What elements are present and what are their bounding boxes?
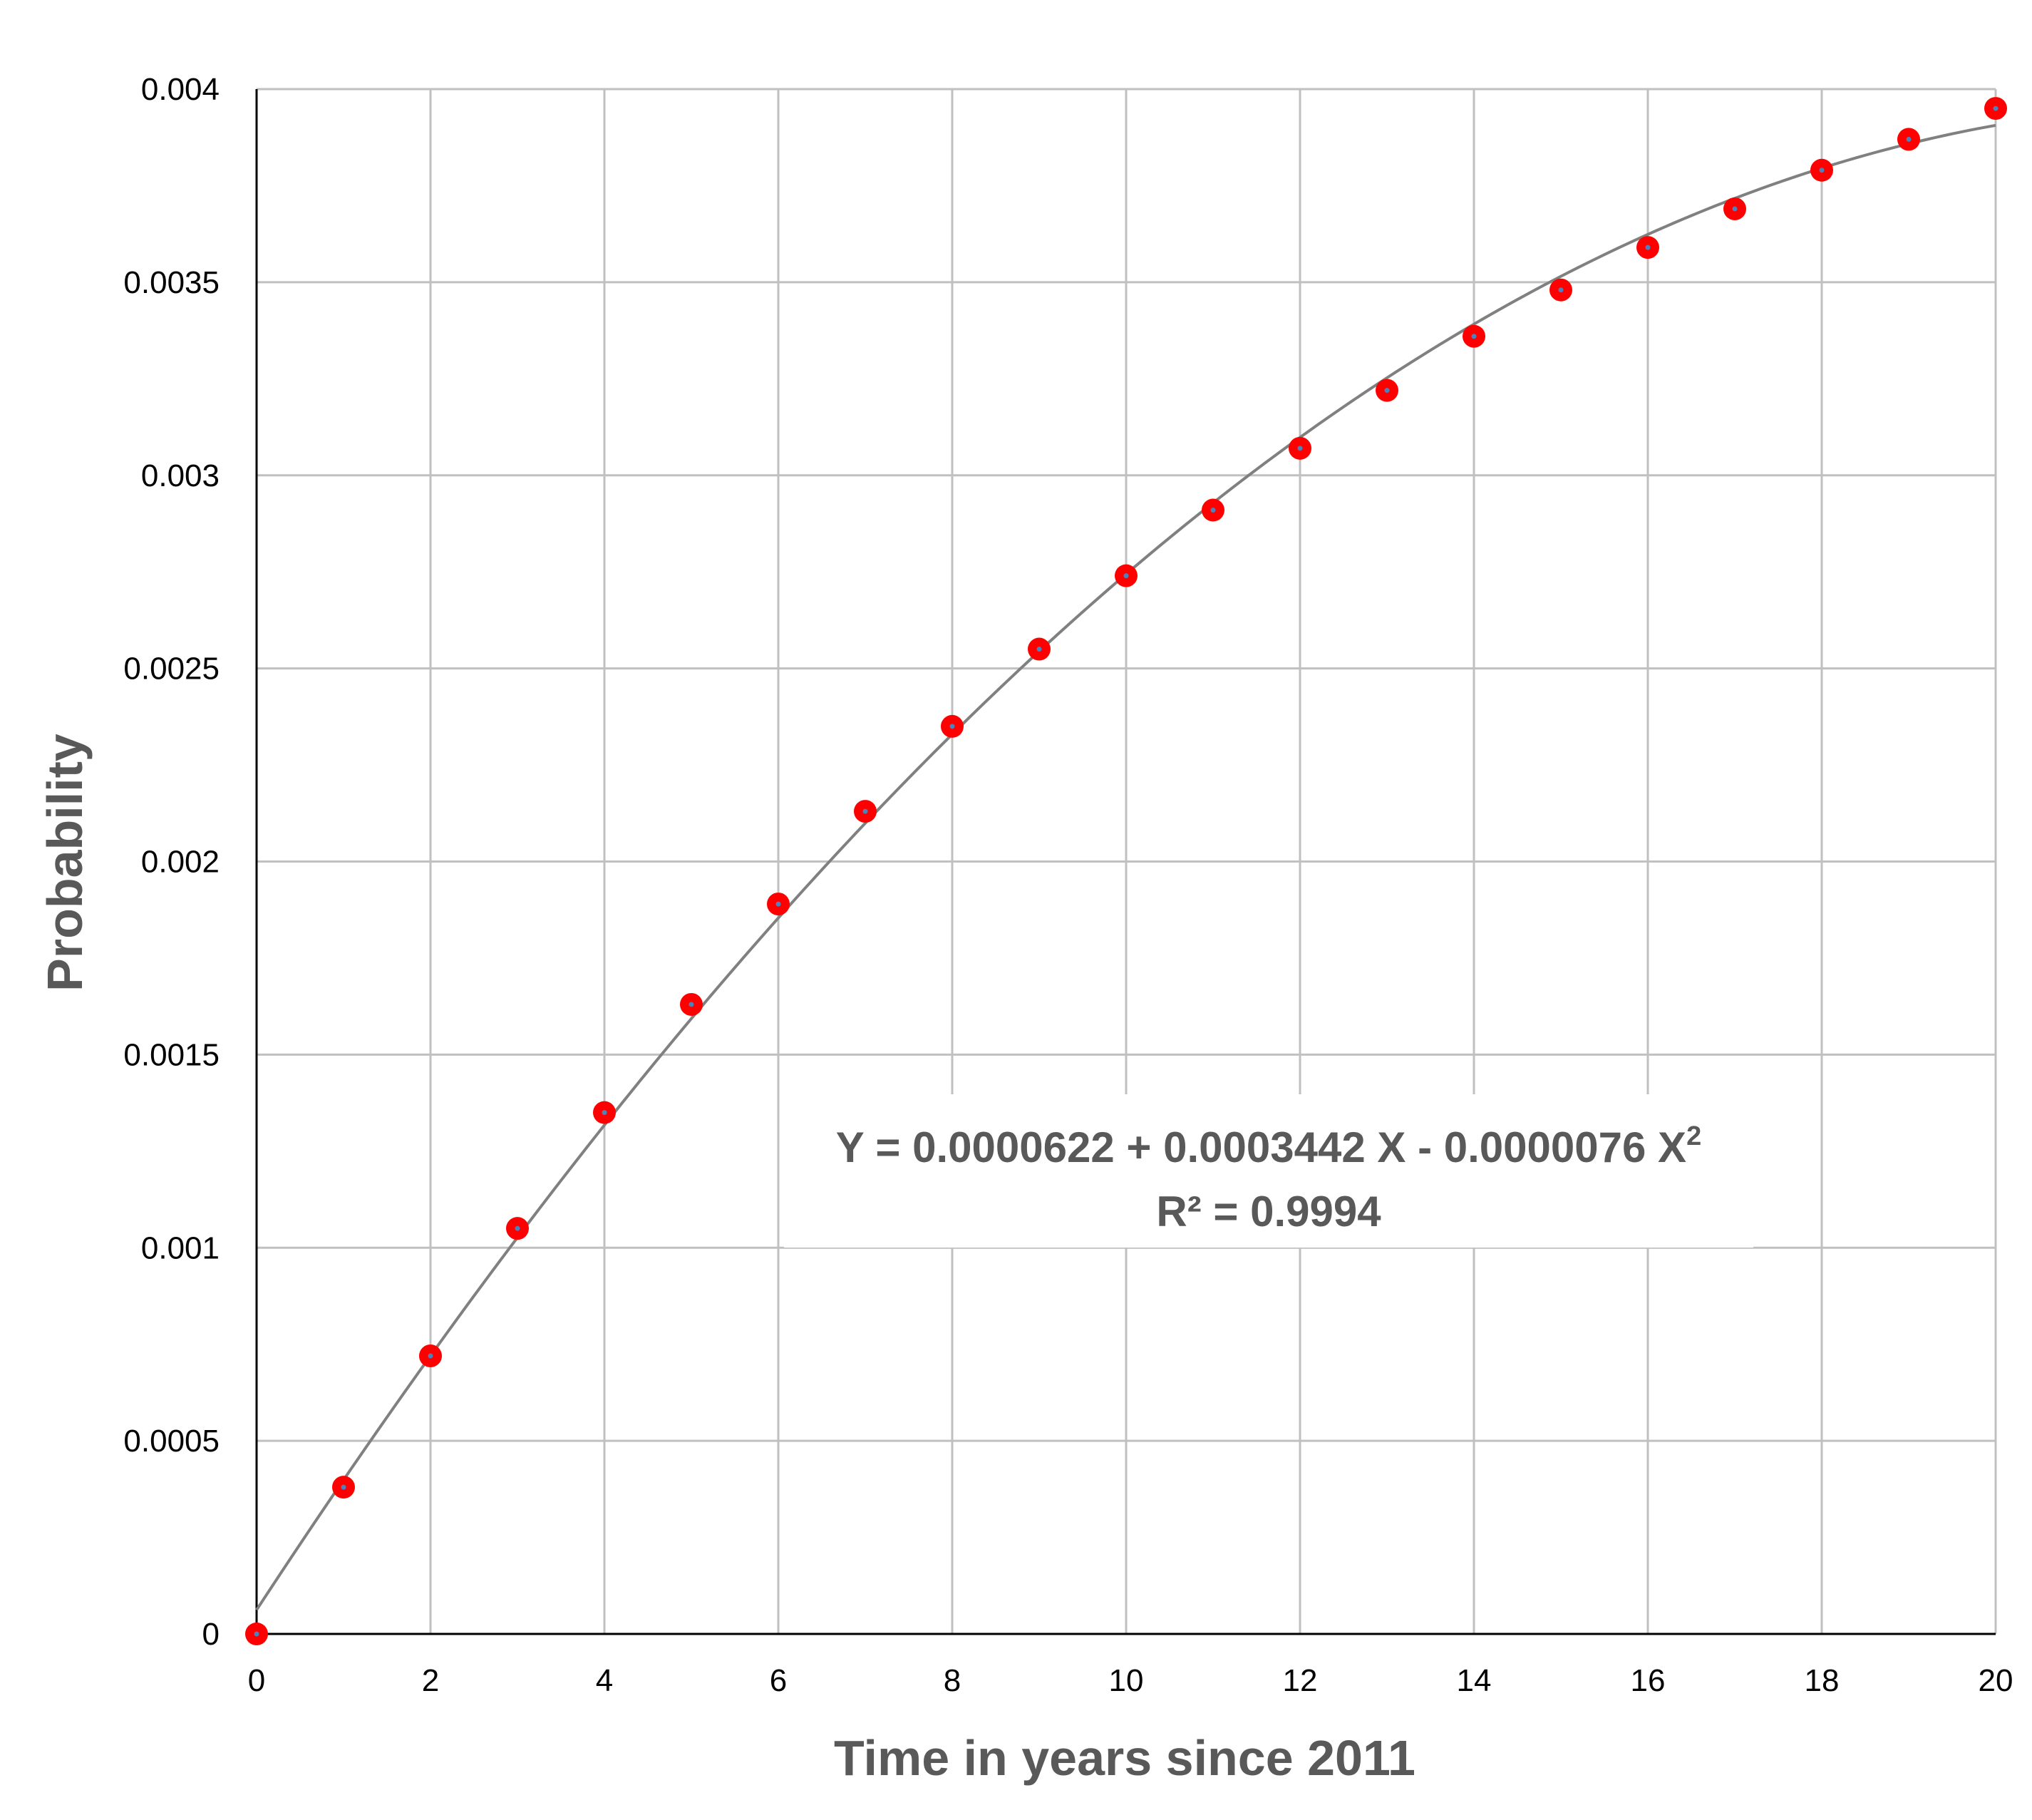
data-point-center <box>1906 136 1912 142</box>
equation-superscript: 2 <box>1686 1121 1701 1151</box>
data-point-center <box>688 1002 694 1007</box>
grid-layer <box>257 88 1997 1634</box>
data-point-center <box>1732 206 1738 212</box>
x-axis-title: Time in years since 2011 <box>834 1730 1415 1786</box>
y-tick-label: 0.0025 <box>123 652 220 687</box>
data-point-center <box>341 1484 346 1490</box>
data-point-center <box>1384 388 1390 394</box>
x-tick-label: 16 <box>1631 1663 1666 1698</box>
axis-layer <box>255 89 1996 1635</box>
y-tick-label: 0.004 <box>141 72 220 107</box>
x-tick-label: 10 <box>1109 1663 1144 1698</box>
x-tick-label: 12 <box>1283 1663 1318 1698</box>
x-tick-label: 2 <box>422 1663 439 1698</box>
y-tick-label: 0.0015 <box>123 1037 220 1072</box>
data-point-center <box>1645 245 1651 250</box>
data-point-center <box>949 724 955 729</box>
data-point-center <box>1036 647 1042 652</box>
x-tick-label: 20 <box>1979 1663 2013 1698</box>
x-tick-label: 14 <box>1457 1663 1492 1698</box>
r-squared-label: R² = 0.9994 <box>1156 1188 1381 1235</box>
data-points-layer <box>245 97 2007 1645</box>
x-tick-label: 6 <box>770 1663 787 1698</box>
data-point-center <box>1297 446 1303 451</box>
y-tick-label: 0.002 <box>141 845 220 880</box>
y-tick-label: 0 <box>202 1617 220 1652</box>
data-point-center <box>1558 287 1564 293</box>
y-axis-title: Probability <box>37 734 93 992</box>
trendline-equation: Y = 0.0000622 + 0.0003442 X - 0.0000076 … <box>836 1121 1701 1171</box>
tick-labels-layer: 0 2 4 6 8 10 12 14 16 18 20 0 0.0005 0.001 0.0015 0.002… <box>123 72 2013 1698</box>
x-tick-label: 18 <box>1805 1663 1840 1698</box>
data-point-center <box>602 1110 607 1116</box>
x-tick-label: 4 <box>596 1663 613 1698</box>
y-tick-label: 0.003 <box>141 458 220 493</box>
data-point-center <box>1471 334 1477 339</box>
x-tick-label: 0 <box>248 1663 265 1698</box>
data-point-center <box>1819 168 1825 173</box>
data-point-center <box>1210 508 1216 513</box>
data-point-center <box>428 1353 433 1359</box>
data-point-center <box>1123 573 1129 579</box>
y-tick-label: 0.0005 <box>123 1424 220 1459</box>
data-point-center <box>254 1631 259 1637</box>
data-point-center <box>775 901 781 907</box>
x-tick-label: 8 <box>944 1663 961 1698</box>
data-point-center <box>1993 106 1999 111</box>
data-point-center <box>515 1225 520 1231</box>
equation-box <box>784 1094 1753 1248</box>
y-tick-label: 0.001 <box>141 1230 220 1265</box>
y-tick-label: 0.0035 <box>123 265 220 300</box>
data-point-center <box>862 808 868 814</box>
